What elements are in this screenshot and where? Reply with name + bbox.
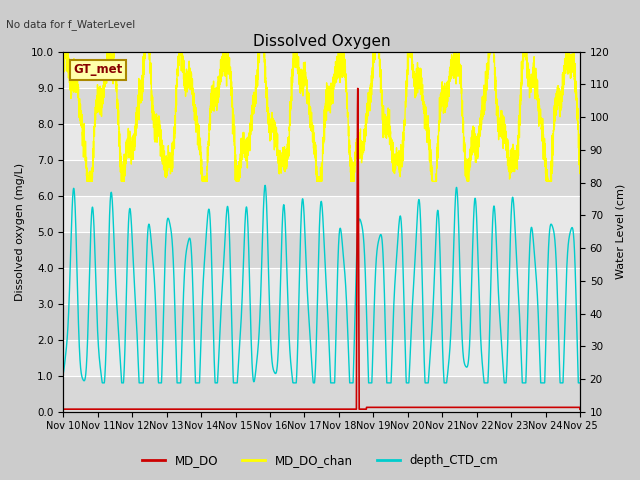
Bar: [63, 88, 580, 124]
MD_DO: [154, 406, 161, 412]
MD_DO_chan: [396, 156, 403, 161]
MD_DO: [576, 406, 584, 412]
Bar: [63, 376, 580, 412]
depth_CTD_cm: [396, 216, 403, 222]
MD_DO_chan: [257, 49, 265, 55]
MD_DO: [257, 406, 264, 412]
depth_CTD_cm: [257, 289, 264, 295]
Title: Dissolved Oxygen: Dissolved Oxygen: [253, 34, 390, 49]
Line: MD_DO: MD_DO: [63, 88, 580, 409]
depth_CTD_cm: [576, 380, 584, 386]
depth_CTD_cm: [60, 371, 67, 376]
MD_DO_chan: [484, 63, 492, 69]
depth_CTD_cm: [261, 182, 269, 188]
MD_DO_chan: [154, 122, 161, 128]
MD_DO_chan: [445, 79, 453, 85]
MD_DO: [369, 405, 377, 410]
depth_CTD_cm: [484, 371, 492, 376]
depth_CTD_cm: [154, 348, 161, 353]
depth_CTD_cm: [369, 332, 377, 338]
MD_DO: [60, 406, 67, 412]
depth_CTD_cm: [445, 357, 453, 362]
MD_DO_chan: [60, 49, 68, 55]
Line: MD_DO_chan: MD_DO_chan: [63, 52, 580, 181]
MD_DO: [484, 405, 492, 410]
MD_DO_chan: [83, 179, 91, 184]
Bar: [63, 304, 580, 340]
Line: depth_CTD_cm: depth_CTD_cm: [63, 185, 580, 383]
Bar: [63, 232, 580, 268]
Text: GT_met: GT_met: [74, 63, 123, 76]
MD_DO: [396, 405, 403, 410]
Y-axis label: Water Level (cm): Water Level (cm): [615, 184, 625, 279]
MD_DO: [445, 405, 452, 410]
Y-axis label: Dissolved oxygen (mg/L): Dissolved oxygen (mg/L): [15, 163, 25, 301]
MD_DO_chan: [369, 63, 377, 69]
Bar: [63, 160, 580, 196]
MD_DO_chan: [60, 68, 67, 73]
Text: No data for f_WaterLevel: No data for f_WaterLevel: [6, 19, 136, 30]
depth_CTD_cm: [99, 380, 106, 386]
Legend: MD_DO, MD_DO_chan, depth_CTD_cm: MD_DO, MD_DO_chan, depth_CTD_cm: [137, 449, 503, 472]
MD_DO_chan: [576, 170, 584, 176]
MD_DO: [354, 85, 362, 91]
